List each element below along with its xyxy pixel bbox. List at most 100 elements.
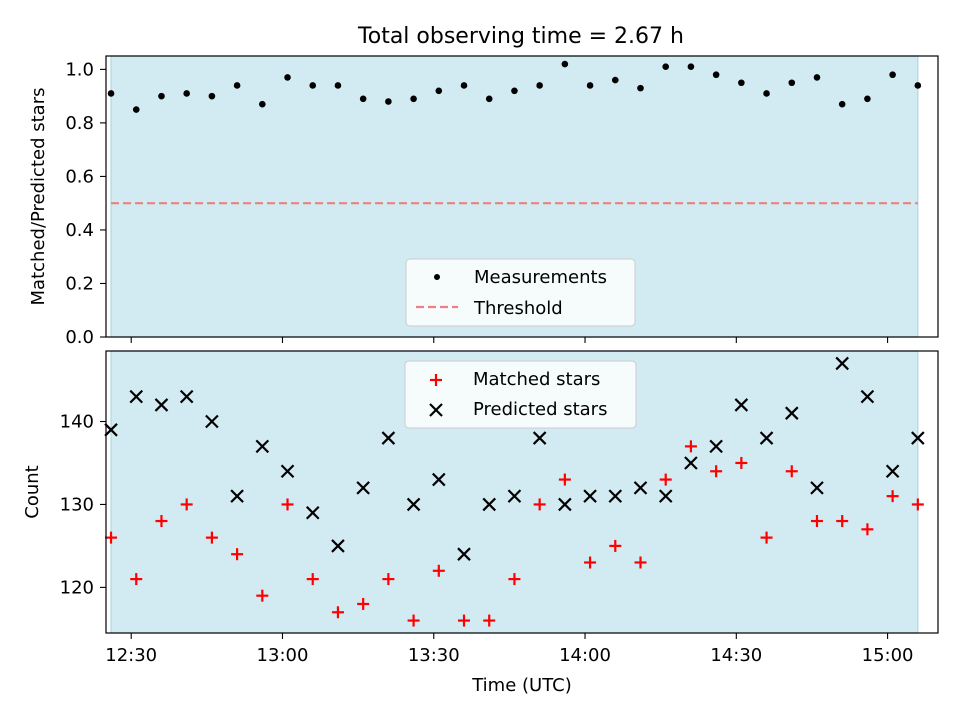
measurement-point bbox=[838, 100, 846, 108]
measurement-point bbox=[309, 82, 317, 89]
bottom-y-axis-label: Count bbox=[22, 465, 43, 518]
predicted-star-point bbox=[230, 489, 244, 503]
predicted-star-point bbox=[381, 431, 396, 445]
matched-star-point bbox=[558, 473, 571, 486]
top-y-tick-label: 0.2 bbox=[65, 273, 94, 294]
measurement-point bbox=[889, 71, 896, 79]
top-y-axis: 0.0 0.2 0.4 0.6 0.8 1.0 bbox=[65, 59, 106, 348]
measurement-point bbox=[485, 95, 493, 103]
predicted-star-point bbox=[759, 431, 774, 445]
predicted-star-point bbox=[658, 489, 673, 503]
matched-star-point bbox=[710, 465, 723, 478]
chart-title: Total observing time = 2.67 h bbox=[357, 24, 684, 49]
measurement-point bbox=[561, 60, 569, 68]
measurement-point bbox=[460, 82, 468, 89]
predicted-star-point bbox=[356, 481, 370, 495]
top-x-ticks bbox=[130, 337, 889, 343]
predicted-star-point bbox=[331, 539, 345, 553]
top-y-tick-label: 0.8 bbox=[65, 113, 94, 134]
legend-marker-matched bbox=[430, 374, 442, 386]
predicted-star-point bbox=[684, 456, 698, 470]
ratio-panel: 0.0 0.2 0.4 0.6 0.8 1.0 Matched/Predicted sta… bbox=[28, 55, 939, 348]
predicted-star-point bbox=[784, 406, 799, 420]
matched-star-point bbox=[331, 606, 344, 619]
measurement-point bbox=[435, 87, 443, 95]
predicted-star-point bbox=[280, 464, 295, 479]
top-y-axis-label: Matched/Predicted stars bbox=[28, 88, 49, 306]
matched-star-point bbox=[357, 597, 370, 610]
predicted-star-point bbox=[129, 389, 144, 404]
matched-star-point bbox=[458, 614, 471, 627]
x-tick-label: 14:30 bbox=[710, 645, 762, 666]
matched-star-point bbox=[886, 490, 899, 503]
matched-star-point bbox=[432, 564, 445, 577]
legend-plus-glyph bbox=[430, 374, 442, 386]
measurement-point bbox=[788, 79, 796, 87]
measurement-point bbox=[183, 90, 190, 97]
matched-star-point bbox=[810, 515, 823, 528]
measurement-point bbox=[132, 106, 140, 113]
measurement-point bbox=[259, 100, 266, 108]
bottom-y-tick-label: 130 bbox=[60, 494, 94, 515]
predicted-star-point bbox=[583, 489, 597, 503]
top-y-tick-label: 0.0 bbox=[65, 327, 94, 348]
measurement-point bbox=[334, 82, 342, 89]
matched-star-point bbox=[105, 531, 118, 544]
predicted-star-point bbox=[558, 497, 572, 512]
measurement-point bbox=[385, 98, 392, 105]
predicted-star-point bbox=[482, 497, 497, 512]
bottom-axes-frame bbox=[105, 350, 939, 634]
predicted-star-point bbox=[734, 398, 749, 412]
matched-star-point bbox=[407, 614, 420, 627]
measurement-point bbox=[233, 82, 241, 89]
matched-star-point bbox=[382, 573, 395, 586]
predicted-star-point bbox=[860, 389, 875, 404]
predicted-star-point bbox=[432, 472, 446, 487]
predicted-star-point bbox=[608, 489, 623, 503]
measurement-point bbox=[662, 63, 670, 71]
legend-label-threshold: Threshold bbox=[473, 298, 563, 319]
measurement-point bbox=[107, 90, 115, 97]
matched-star-point bbox=[155, 515, 168, 528]
matched-star-point bbox=[231, 548, 244, 561]
matched-star-point bbox=[533, 498, 546, 511]
measurement-point bbox=[359, 95, 367, 103]
matched-star-point bbox=[659, 473, 672, 486]
measurement-point bbox=[158, 92, 165, 100]
matched-star-point bbox=[256, 589, 269, 602]
measurement-point bbox=[511, 87, 518, 95]
legend-label-predicted: Predicted stars bbox=[473, 399, 607, 420]
matched-star-point bbox=[180, 498, 193, 511]
measurement-point bbox=[687, 63, 695, 71]
predicted-star-point bbox=[810, 481, 824, 495]
x-tick-label: 13:30 bbox=[408, 645, 460, 666]
x-tick-label: 15:00 bbox=[862, 645, 914, 666]
predicted-star-point bbox=[205, 414, 219, 429]
top-y-tick-label: 1.0 bbox=[65, 59, 94, 80]
legend-marker-predicted bbox=[429, 403, 443, 417]
predicted-star-point bbox=[507, 489, 522, 503]
bottom-y-tick-label: 120 bbox=[60, 577, 94, 598]
matched-star-point bbox=[735, 456, 748, 469]
top-axes-frame bbox=[105, 55, 939, 338]
top-y-tick-label: 0.6 bbox=[65, 166, 94, 187]
matched-star-point bbox=[911, 498, 924, 511]
measurement-point bbox=[410, 95, 417, 103]
measurement-point bbox=[738, 79, 745, 87]
bottom-y-tick-label: 140 bbox=[60, 412, 94, 433]
matched-star-point bbox=[584, 556, 597, 569]
matched-star-point bbox=[281, 498, 294, 511]
matched-star-point bbox=[306, 573, 319, 586]
legend-label-matched: Matched stars bbox=[473, 369, 600, 390]
bottom-legend-box bbox=[404, 360, 637, 429]
measurement-point bbox=[637, 84, 644, 92]
top-legend: Measurements Threshold bbox=[405, 258, 636, 327]
matched-star-point bbox=[684, 440, 697, 453]
measurement-point bbox=[611, 76, 619, 84]
matched-star-point bbox=[836, 515, 849, 528]
measurement-point bbox=[536, 82, 543, 89]
matched-star-point bbox=[861, 523, 874, 536]
measurement-point bbox=[208, 92, 216, 100]
predicted-star-point bbox=[104, 423, 118, 437]
